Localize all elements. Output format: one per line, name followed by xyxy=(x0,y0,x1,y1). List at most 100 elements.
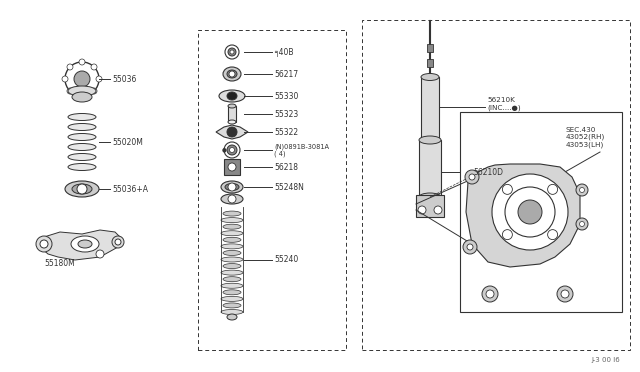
Circle shape xyxy=(576,218,588,230)
Bar xyxy=(427,44,433,52)
Circle shape xyxy=(518,200,542,224)
Circle shape xyxy=(492,174,568,250)
Text: 56218: 56218 xyxy=(274,163,298,171)
Ellipse shape xyxy=(221,194,243,204)
Ellipse shape xyxy=(68,86,96,96)
Text: 55020M: 55020M xyxy=(112,138,143,147)
Text: 55036+A: 55036+A xyxy=(112,185,148,193)
Ellipse shape xyxy=(71,236,99,252)
Circle shape xyxy=(548,185,557,195)
Text: (N)0891B-3081A
( 4): (N)0891B-3081A ( 4) xyxy=(274,143,329,157)
Circle shape xyxy=(227,145,237,155)
Ellipse shape xyxy=(221,244,243,249)
Circle shape xyxy=(418,206,426,214)
Circle shape xyxy=(115,239,121,245)
Ellipse shape xyxy=(72,184,92,194)
Text: ●: ● xyxy=(221,148,227,153)
Bar xyxy=(224,159,240,175)
Ellipse shape xyxy=(227,314,237,320)
Circle shape xyxy=(67,64,73,70)
Polygon shape xyxy=(38,230,122,260)
Circle shape xyxy=(579,221,584,227)
Text: J-3 00 I6: J-3 00 I6 xyxy=(591,357,620,363)
Circle shape xyxy=(576,184,588,196)
Ellipse shape xyxy=(223,67,241,81)
Ellipse shape xyxy=(68,124,96,131)
Ellipse shape xyxy=(68,164,96,170)
Circle shape xyxy=(96,250,104,258)
Ellipse shape xyxy=(223,237,241,242)
Ellipse shape xyxy=(68,144,96,151)
Ellipse shape xyxy=(221,257,243,262)
Circle shape xyxy=(62,76,68,82)
Circle shape xyxy=(228,48,236,56)
Ellipse shape xyxy=(221,218,243,222)
Circle shape xyxy=(228,163,236,171)
Circle shape xyxy=(465,170,479,184)
Circle shape xyxy=(228,195,236,203)
Ellipse shape xyxy=(68,113,96,121)
Text: 55240: 55240 xyxy=(274,255,298,264)
Bar xyxy=(416,195,444,217)
Text: 55330: 55330 xyxy=(274,92,298,100)
Ellipse shape xyxy=(223,277,241,282)
Ellipse shape xyxy=(228,104,236,108)
Circle shape xyxy=(112,236,124,248)
Ellipse shape xyxy=(223,211,241,216)
Bar xyxy=(198,30,346,350)
Text: ╕40B: ╕40B xyxy=(274,48,294,57)
Bar xyxy=(427,59,433,67)
Circle shape xyxy=(79,93,85,99)
Text: 55248N: 55248N xyxy=(274,183,304,192)
Circle shape xyxy=(502,230,513,240)
Circle shape xyxy=(463,240,477,254)
Ellipse shape xyxy=(221,231,243,236)
Ellipse shape xyxy=(68,154,96,160)
Circle shape xyxy=(469,174,475,180)
Ellipse shape xyxy=(419,193,441,201)
Circle shape xyxy=(67,88,73,94)
Text: 55036: 55036 xyxy=(112,74,136,83)
Circle shape xyxy=(91,88,97,94)
Ellipse shape xyxy=(227,92,237,100)
Ellipse shape xyxy=(221,296,243,301)
Ellipse shape xyxy=(225,183,239,190)
Ellipse shape xyxy=(421,74,439,80)
Ellipse shape xyxy=(68,134,96,141)
Polygon shape xyxy=(216,125,248,139)
Ellipse shape xyxy=(65,181,99,197)
Circle shape xyxy=(557,286,573,302)
Circle shape xyxy=(229,71,235,77)
Ellipse shape xyxy=(223,303,241,308)
Bar xyxy=(228,106,236,122)
Circle shape xyxy=(40,240,48,248)
Ellipse shape xyxy=(221,181,243,193)
Text: 55323: 55323 xyxy=(274,109,298,119)
Ellipse shape xyxy=(227,70,237,78)
Ellipse shape xyxy=(221,310,243,314)
Circle shape xyxy=(230,50,234,54)
Circle shape xyxy=(486,290,494,298)
Circle shape xyxy=(79,59,85,65)
Circle shape xyxy=(96,76,102,82)
Ellipse shape xyxy=(78,240,92,248)
Circle shape xyxy=(467,244,473,250)
Bar xyxy=(460,112,622,312)
Ellipse shape xyxy=(221,270,243,275)
Text: 56217: 56217 xyxy=(274,70,298,78)
Text: 55180M: 55180M xyxy=(45,260,76,269)
Text: 55322: 55322 xyxy=(274,128,298,137)
Circle shape xyxy=(91,64,97,70)
Ellipse shape xyxy=(223,224,241,229)
Circle shape xyxy=(579,187,584,192)
Bar xyxy=(419,140,441,197)
Ellipse shape xyxy=(223,290,241,295)
Ellipse shape xyxy=(221,283,243,288)
Ellipse shape xyxy=(223,264,241,269)
Circle shape xyxy=(505,187,555,237)
Text: SEC.430
43052(RH)
43053(LH): SEC.430 43052(RH) 43053(LH) xyxy=(566,126,605,148)
Bar xyxy=(362,20,630,350)
Circle shape xyxy=(36,236,52,252)
Circle shape xyxy=(548,230,557,240)
Text: 56210K
(INC....●): 56210K (INC....●) xyxy=(487,97,520,111)
